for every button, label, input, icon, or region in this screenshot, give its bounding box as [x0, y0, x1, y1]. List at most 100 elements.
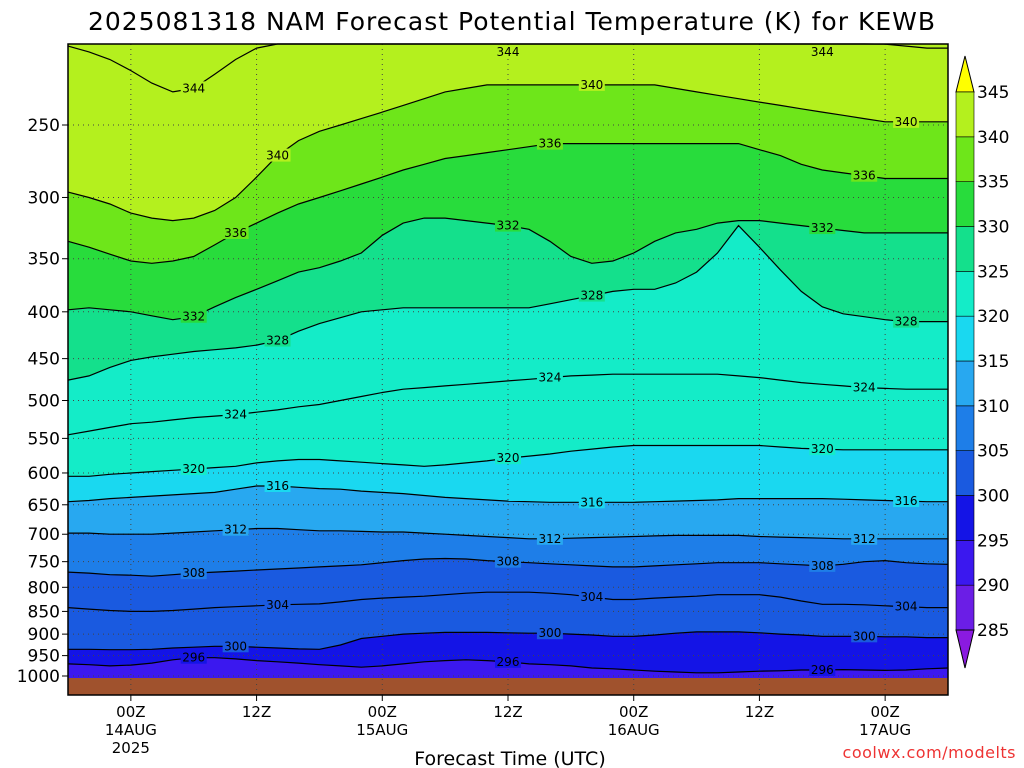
colorbar-label: 335 — [977, 173, 1009, 193]
isentrope-label-bg — [495, 554, 521, 568]
colorbar-label: 310 — [977, 397, 1009, 417]
isentrope-label-340: 340 — [266, 149, 289, 163]
isentrope-label-bg — [851, 380, 878, 394]
isentrope-label-bg — [180, 650, 207, 664]
colorbar-label: 315 — [977, 352, 1009, 372]
colorbar-label: 330 — [977, 218, 1009, 238]
x-tick-date: 16AUG — [608, 721, 660, 739]
isentrope-label-316: 316 — [266, 479, 289, 493]
isentrope-label-bg — [851, 629, 878, 643]
isentrope-label-bg — [495, 654, 521, 668]
isentrope-label-bg — [851, 168, 878, 182]
isentrope-label-bg — [222, 407, 249, 421]
isentrope-label-bg — [536, 370, 563, 384]
isentrope-label-bg — [809, 442, 836, 456]
isentrope-label-332: 332 — [497, 219, 520, 233]
colorbar-label: 345 — [977, 83, 1009, 103]
x-tick-label: 00Z — [368, 703, 397, 721]
y-tick-label: 450 — [28, 350, 60, 370]
isentrope-336 — [67, 143, 948, 264]
isentrope-label-bg — [851, 531, 878, 545]
x-tick-label: 00Z — [116, 703, 145, 721]
isentrope-label-332: 332 — [811, 221, 834, 235]
colorbar-label: 325 — [977, 262, 1009, 282]
colorbar-label: 340 — [977, 128, 1009, 148]
colorbar-swatch — [955, 226, 975, 272]
colorbar-label: 300 — [977, 487, 1009, 507]
x-axis-title: Forecast Time (UTC) — [414, 748, 605, 768]
isentrope-label-336: 336 — [538, 137, 561, 151]
fill-band-344 — [68, 44, 948, 92]
y-tick-label: 550 — [28, 429, 60, 449]
x-tick-date: 15AUG — [356, 721, 408, 739]
isentrope-label-bg — [536, 136, 563, 150]
colorbar-label: 320 — [977, 307, 1009, 327]
isentrope-label-bg — [893, 314, 920, 328]
x-tick-date: 17AUG — [859, 721, 911, 739]
colorbar-swatch — [955, 584, 975, 631]
isentrope-304 — [67, 591, 948, 612]
y-tick-label: 1000 — [17, 667, 60, 687]
isentrope-328 — [67, 224, 948, 381]
y-tick-label: 250 — [28, 116, 60, 136]
chart-title: 2025081318 NAM Forecast Potential Temper… — [88, 7, 936, 36]
isentrope-label-bg — [264, 478, 291, 492]
isentrope-label-bg — [495, 218, 521, 232]
y-tick-label: 700 — [28, 525, 60, 545]
isentrope-label-300: 300 — [538, 626, 561, 640]
terrain-rect — [68, 678, 948, 695]
isentrope-label-304: 304 — [580, 590, 603, 604]
y-tick-label: 800 — [28, 578, 60, 598]
isentrope-label-304: 304 — [266, 598, 289, 612]
isentrope-label-340: 340 — [895, 115, 918, 129]
isentrope-340 — [67, 84, 948, 222]
isentrope-label-bg — [495, 451, 521, 465]
y-tick-label: 500 — [28, 392, 60, 412]
isentrope-label-bg — [495, 45, 521, 58]
isentrope-label-bg — [222, 225, 249, 239]
isentrope-label-bg — [578, 590, 605, 604]
isentrope-label-312: 312 — [538, 532, 561, 546]
y-tick-label: 850 — [28, 602, 60, 622]
isentrope-324 — [67, 373, 948, 436]
isentrope-label-316: 316 — [895, 494, 918, 508]
isentrope-label-344: 344 — [811, 45, 834, 59]
isentrope-label-bg — [809, 221, 836, 235]
x-tick-label: 00Z — [619, 703, 648, 721]
y-tick-label: 400 — [28, 303, 60, 323]
isentrope-label-bg — [893, 114, 920, 128]
isentrope-label-312: 312 — [853, 532, 876, 546]
y-tick-label: 900 — [28, 625, 60, 645]
isentrope-label-324: 324 — [853, 381, 876, 395]
isentrope-label-bg — [578, 288, 605, 302]
isentrope-312 — [68, 527, 948, 540]
isentrope-label-bg — [180, 81, 207, 95]
isentrope-label-340: 340 — [580, 78, 603, 92]
isentrope-label-bg — [809, 45, 836, 58]
isentrope-label-308: 308 — [182, 566, 205, 580]
colorbar-top-arrow — [955, 55, 975, 93]
colorbar-swatch — [955, 315, 975, 362]
colorbar-swatch — [955, 181, 975, 227]
isentrope-label-bg — [264, 333, 291, 347]
isentrope-label-bg — [578, 77, 605, 91]
colorbar: 285 290 295 300 305 310 315 320 325 330 335 340 345 — [955, 55, 1009, 669]
isentrope-label-bg — [536, 626, 563, 640]
isentrope-label-bg — [264, 597, 291, 611]
isentrope-label-bg — [180, 461, 207, 475]
isentrope-label-344: 344 — [497, 45, 520, 59]
isentrope-label-332: 332 — [182, 310, 205, 324]
terrain-band — [68, 678, 948, 695]
credit-link[interactable]: coolwx.com/modelts — [843, 743, 1016, 762]
colorbar-label: 295 — [977, 531, 1009, 551]
colorbar-swatch — [955, 405, 975, 451]
isentrope-label-bg — [180, 309, 207, 323]
colorbar-swatch — [955, 450, 975, 496]
colorbar-label: 290 — [977, 576, 1009, 596]
colorbar-swatch — [955, 91, 975, 138]
y-tick-label: 950 — [28, 647, 60, 667]
isentrope-label-bg — [809, 662, 836, 676]
isentrope-label-320: 320 — [811, 442, 834, 456]
